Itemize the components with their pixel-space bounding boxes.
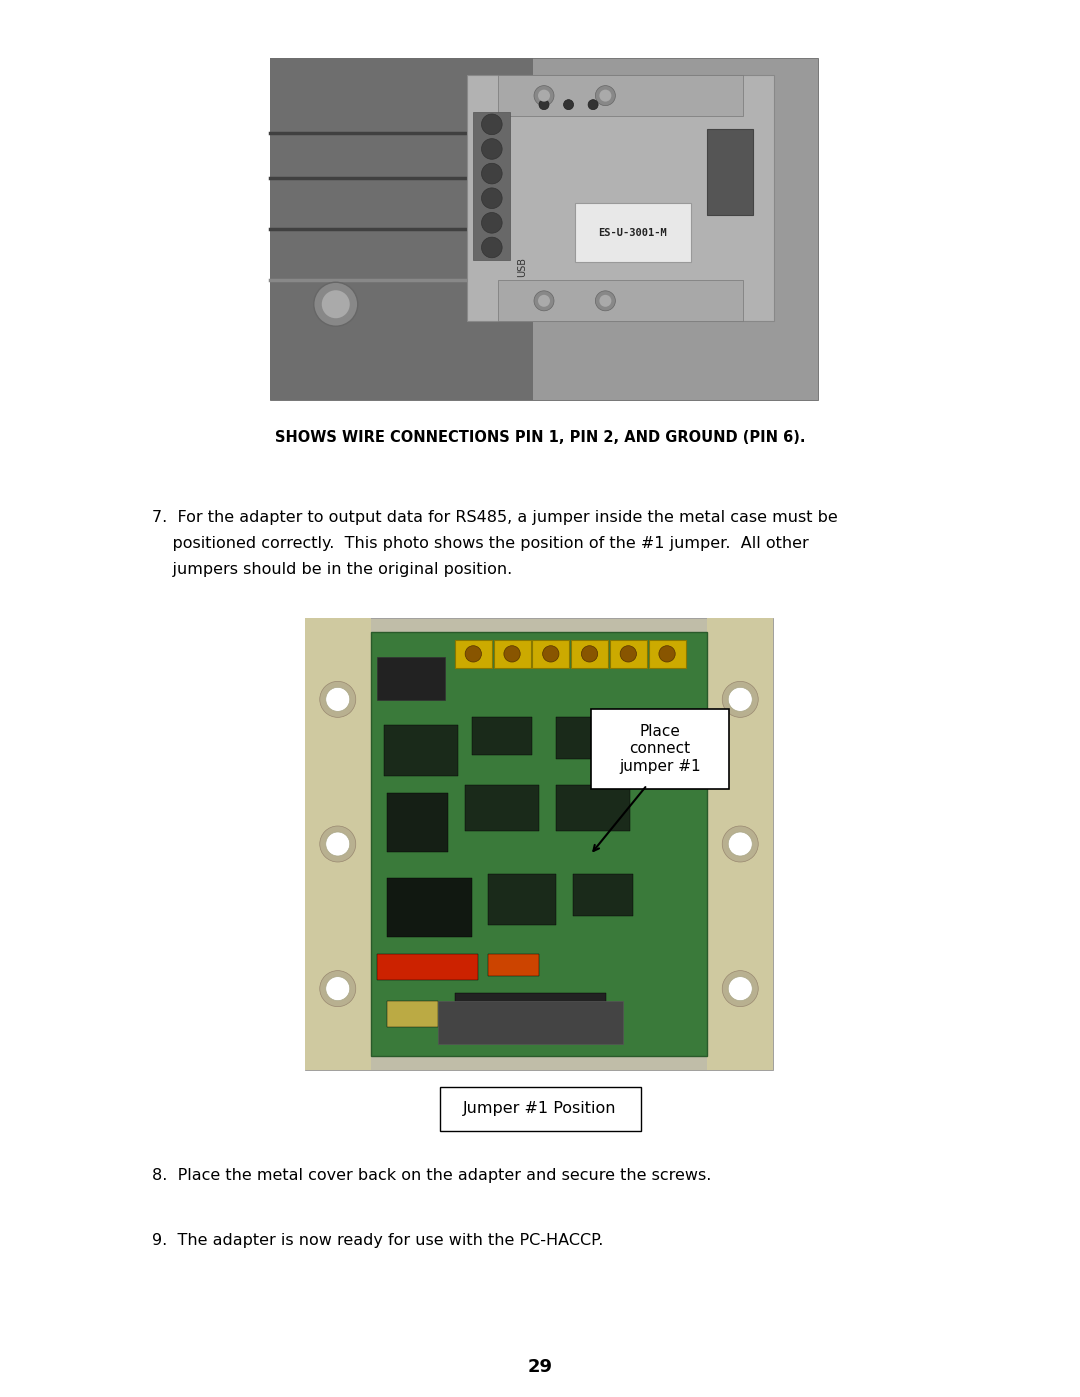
FancyBboxPatch shape	[305, 617, 773, 1070]
Circle shape	[728, 977, 753, 1000]
Text: 8.  Place the metal cover back on the adapter and secure the screws.: 8. Place the metal cover back on the ada…	[152, 1168, 712, 1183]
FancyBboxPatch shape	[270, 59, 818, 400]
FancyBboxPatch shape	[270, 59, 534, 400]
Circle shape	[599, 295, 611, 307]
Circle shape	[595, 291, 616, 310]
FancyBboxPatch shape	[455, 993, 606, 1027]
FancyBboxPatch shape	[575, 203, 691, 263]
Circle shape	[728, 687, 753, 711]
Circle shape	[538, 295, 550, 307]
Circle shape	[320, 826, 355, 862]
Circle shape	[723, 682, 758, 718]
FancyBboxPatch shape	[488, 954, 539, 975]
Circle shape	[326, 977, 350, 1000]
Circle shape	[659, 645, 675, 662]
Text: ES-U-3001-M: ES-U-3001-M	[598, 228, 667, 237]
Circle shape	[542, 645, 559, 662]
FancyBboxPatch shape	[488, 873, 556, 925]
Circle shape	[320, 971, 355, 1007]
Circle shape	[482, 237, 502, 258]
Text: 29: 29	[527, 1358, 553, 1376]
Text: positioned correctly.  This photo shows the position of the #1 jumper.  All othe: positioned correctly. This photo shows t…	[152, 536, 809, 550]
FancyBboxPatch shape	[437, 1002, 623, 1044]
FancyBboxPatch shape	[388, 793, 448, 852]
Circle shape	[723, 826, 758, 862]
Circle shape	[326, 687, 350, 711]
Circle shape	[581, 645, 597, 662]
Circle shape	[322, 291, 350, 319]
Text: 9.  The adapter is now ready for use with the PC-HACCP.: 9. The adapter is now ready for use with…	[152, 1234, 604, 1248]
FancyBboxPatch shape	[707, 617, 773, 1070]
Circle shape	[326, 833, 350, 856]
Circle shape	[534, 85, 554, 106]
Circle shape	[482, 138, 502, 159]
Circle shape	[482, 212, 502, 233]
FancyBboxPatch shape	[384, 725, 458, 775]
FancyBboxPatch shape	[591, 708, 729, 789]
Circle shape	[314, 282, 357, 327]
Circle shape	[589, 99, 598, 109]
Text: USB: USB	[517, 257, 527, 277]
Circle shape	[465, 645, 482, 662]
Circle shape	[599, 89, 611, 102]
Text: SHOWS WIRE CONNECTIONS PIN 1, PIN 2, AND GROUND (PIN 6).: SHOWS WIRE CONNECTIONS PIN 1, PIN 2, AND…	[274, 430, 806, 446]
FancyBboxPatch shape	[370, 631, 707, 1056]
FancyBboxPatch shape	[556, 717, 623, 759]
FancyBboxPatch shape	[610, 640, 647, 668]
Circle shape	[482, 115, 502, 134]
FancyBboxPatch shape	[571, 640, 608, 668]
FancyBboxPatch shape	[532, 640, 569, 668]
FancyBboxPatch shape	[388, 1002, 437, 1027]
FancyBboxPatch shape	[468, 75, 774, 321]
FancyBboxPatch shape	[498, 75, 743, 116]
Text: 7.  For the adapter to output data for RS485, a jumper inside the metal case mus: 7. For the adapter to output data for RS…	[152, 510, 838, 525]
Circle shape	[320, 682, 355, 718]
FancyBboxPatch shape	[305, 617, 370, 1070]
Circle shape	[564, 99, 573, 109]
Text: Jumper #1 Position: Jumper #1 Position	[463, 1101, 617, 1116]
FancyBboxPatch shape	[648, 640, 686, 668]
Circle shape	[728, 833, 753, 856]
Circle shape	[595, 85, 616, 106]
Circle shape	[534, 291, 554, 310]
Circle shape	[482, 163, 502, 184]
FancyBboxPatch shape	[388, 877, 472, 937]
FancyBboxPatch shape	[572, 873, 633, 916]
Circle shape	[482, 189, 502, 208]
Circle shape	[620, 645, 636, 662]
Circle shape	[723, 971, 758, 1007]
FancyBboxPatch shape	[440, 1087, 640, 1132]
FancyBboxPatch shape	[494, 640, 530, 668]
Text: jumpers should be in the original position.: jumpers should be in the original positi…	[152, 562, 512, 577]
FancyBboxPatch shape	[464, 785, 539, 831]
FancyBboxPatch shape	[455, 640, 491, 668]
Circle shape	[504, 645, 521, 662]
Circle shape	[538, 89, 550, 102]
FancyBboxPatch shape	[706, 130, 753, 215]
Text: Place
connect
jumper #1: Place connect jumper #1	[619, 724, 701, 774]
FancyBboxPatch shape	[377, 657, 445, 700]
FancyBboxPatch shape	[556, 785, 630, 831]
FancyBboxPatch shape	[472, 717, 532, 754]
FancyBboxPatch shape	[498, 281, 743, 321]
FancyBboxPatch shape	[473, 112, 510, 260]
FancyBboxPatch shape	[377, 954, 478, 979]
Circle shape	[539, 99, 549, 109]
